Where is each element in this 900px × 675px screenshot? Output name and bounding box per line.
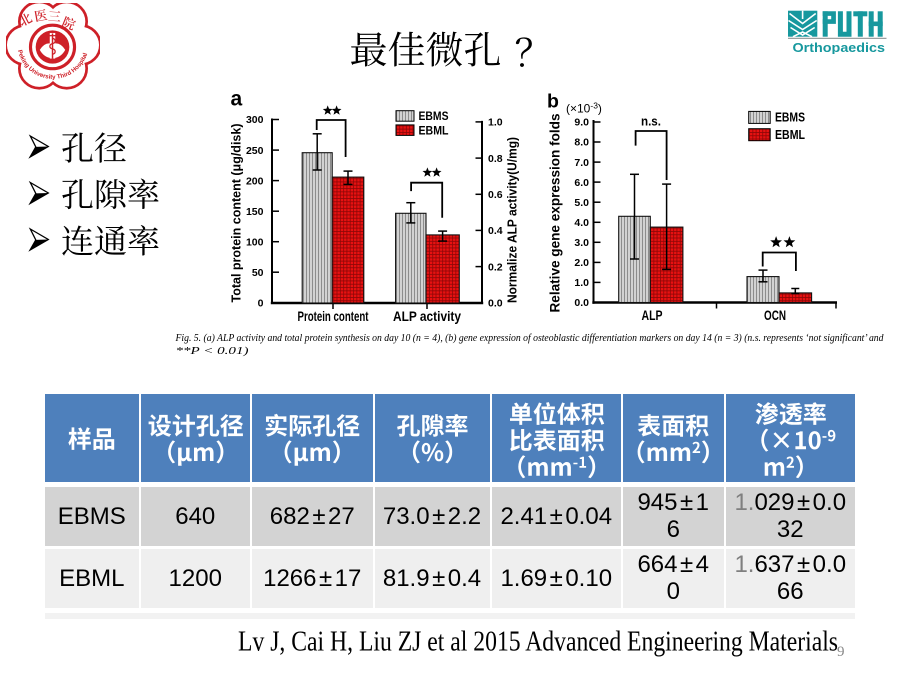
svg-text:0.8: 0.8 [488,153,503,165]
svg-text:Relative gene expression folds: Relative gene expression folds [548,114,563,313]
svg-text:300: 300 [246,114,264,126]
svg-text:Protein content: Protein content [298,308,369,324]
svg-text:**P < 0.01): **P < 0.01) [176,345,249,357]
svg-text:0.0: 0.0 [488,298,503,310]
svg-text:EBMS: EBMS [419,109,449,123]
svg-text:EBML: EBML [775,127,805,142]
svg-text:3.0: 3.0 [574,237,589,249]
svg-text:1.0: 1.0 [574,277,589,289]
svg-text:Lv J, Cai H, Liu ZJ et al: Lv J, Cai H, Liu ZJ et al 2015 Advanced … [238,627,838,658]
svg-text:Fig. 5. (a) ALP activity and: Fig. 5. (a) ALP activity and total prote… [175,332,884,344]
svg-text:Total protein content (μg/disk: Total protein content (μg/disk) [229,124,244,303]
svg-text:0.2: 0.2 [488,261,503,273]
svg-text:0.4: 0.4 [488,225,503,237]
svg-text:0.6: 0.6 [488,189,503,201]
svg-text:OCN: OCN [764,308,786,323]
svg-text:8.0: 8.0 [574,137,589,149]
svg-text:ALP activity: ALP activity [393,308,461,324]
svg-text:EBMS: EBMS [775,110,805,125]
svg-text:50: 50 [252,267,264,279]
svg-text:0.0: 0.0 [574,297,589,309]
svg-text:9: 9 [837,644,845,660]
svg-text:a: a [231,88,243,111]
svg-text:2.0: 2.0 [574,257,589,269]
svg-text:4.0: 4.0 [574,217,589,229]
svg-text:6.0: 6.0 [574,177,589,189]
svg-text:b: b [547,91,559,113]
svg-text:9.0: 9.0 [574,117,589,129]
svg-text:0: 0 [258,298,264,310]
svg-text:n.s.: n.s. [641,114,661,129]
svg-text:250: 250 [246,145,264,157]
svg-text:200: 200 [246,175,264,187]
svg-text:100: 100 [246,236,264,248]
svg-text:ALP: ALP [642,308,663,323]
svg-text:(×10-3): (×10-3) [566,101,602,116]
svg-text:5.0: 5.0 [574,197,589,209]
svg-text:Orthopaedics: Orthopaedics [793,40,886,54]
svg-text:Normalize ALP activity(U/mg): Normalize ALP activity(U/mg) [505,137,520,303]
svg-text:EBML: EBML [419,123,449,137]
svg-text:150: 150 [246,206,264,218]
svg-text:1.0: 1.0 [488,117,503,129]
svg-text:7.0: 7.0 [574,157,589,169]
